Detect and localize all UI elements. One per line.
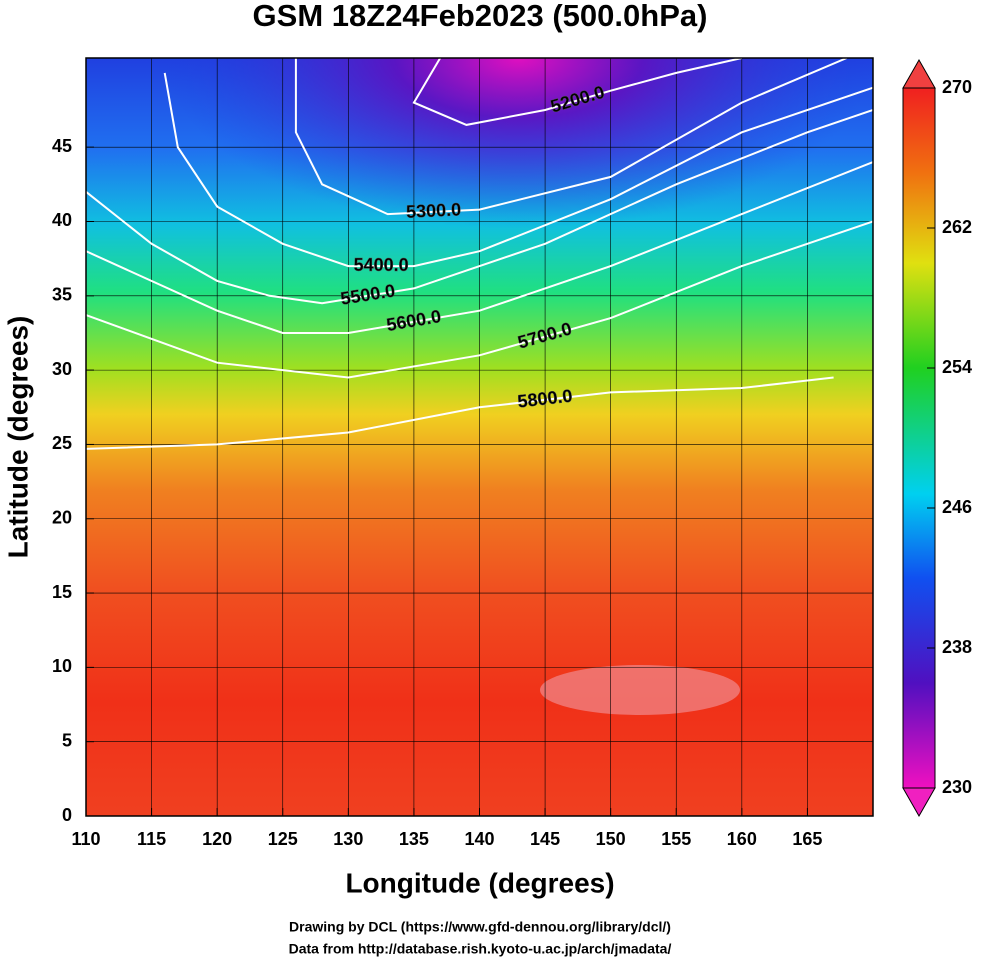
x-tick-label: 110	[71, 829, 100, 849]
credit: Drawing by DCL (https://www.gfd-dennou.o…	[289, 919, 671, 935]
y-axis-label: Latitude (degrees)	[2, 316, 33, 559]
colorbar	[902, 58, 936, 818]
chart-title: GSM 18Z24Feb2023 (500.0hPa)	[253, 0, 708, 33]
x-axis-label: Longitude (degrees)	[345, 867, 614, 898]
y-tick-label: 40	[52, 210, 72, 230]
colorbar-label: 238	[942, 637, 972, 657]
colorbar-label: 254	[942, 357, 972, 377]
colorbar-label: 246	[942, 497, 972, 517]
y-tick-label: 35	[52, 285, 72, 305]
contour-label: 5400.0	[354, 255, 409, 275]
x-tick-label: 125	[268, 829, 298, 849]
contour-line	[86, 220, 873, 379]
x-tick-label: 150	[596, 829, 626, 849]
y-tick-label: 10	[52, 656, 72, 676]
contour-line	[86, 109, 873, 305]
colorbar-label: 262	[942, 217, 972, 237]
y-tick-label: 5	[62, 730, 72, 750]
colorbar-label: 230	[942, 777, 972, 797]
x-tick-label: 115	[137, 829, 166, 849]
contour-line	[86, 376, 834, 450]
y-tick-label: 15	[52, 582, 72, 602]
y-tick-label: 30	[52, 359, 72, 379]
x-tick-label: 120	[202, 829, 232, 849]
colorbar-label: 270	[942, 77, 972, 97]
contour-line	[294, 58, 848, 216]
contour-line	[412, 58, 743, 126]
contour-label: 5300.0	[406, 199, 462, 222]
x-tick-label: 130	[333, 829, 363, 849]
x-tick-label: 145	[530, 829, 560, 849]
y-tick-label: 25	[52, 433, 72, 453]
x-tick-label: 135	[399, 829, 429, 849]
contour-line	[86, 161, 873, 334]
y-tick-label: 45	[52, 136, 72, 156]
x-tick-label: 155	[661, 829, 691, 849]
credit: Data from http://database.rish.kyoto-u.a…	[289, 941, 672, 957]
x-tick-label: 165	[792, 829, 822, 849]
x-tick-label: 160	[727, 829, 757, 849]
y-tick-label: 20	[52, 507, 72, 527]
x-tick-label: 140	[464, 829, 494, 849]
contour-line	[163, 72, 873, 268]
y-tick-label: 0	[62, 805, 72, 825]
